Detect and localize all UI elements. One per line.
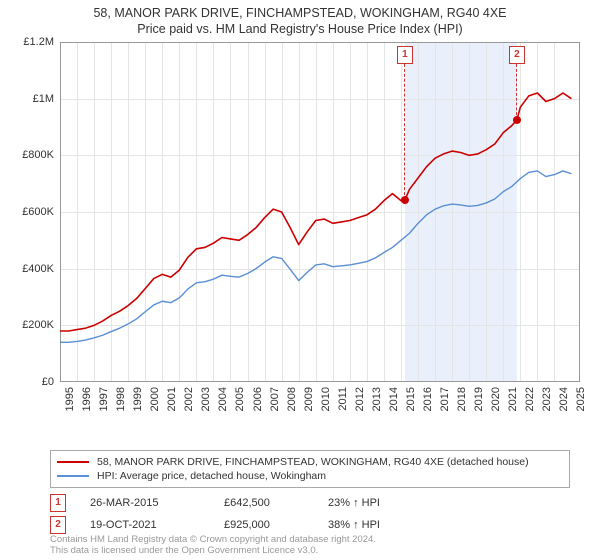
x-tick-label: 2015	[405, 387, 417, 411]
x-tick-label: 2005	[234, 387, 246, 411]
legend-label: 58, MANOR PARK DRIVE, FINCHAMPSTEAD, WOK…	[97, 456, 529, 468]
x-tick-label: 1998	[115, 387, 127, 411]
x-tick-label: 2001	[166, 387, 178, 411]
x-tick-label: 2016	[422, 387, 434, 411]
x-tick-label: 2012	[354, 387, 366, 411]
x-tick-label: 2021	[507, 387, 519, 411]
x-tick-label: 2010	[320, 387, 332, 411]
x-tick-label: 2003	[200, 387, 212, 411]
y-tick-label: £1M	[10, 93, 54, 105]
footnote-line-1: Contains HM Land Registry data © Crown c…	[50, 534, 376, 545]
x-tick-label: 2008	[286, 387, 298, 411]
sales-row-percent: 38% ↑ HPI	[328, 519, 418, 531]
legend-item: 58, MANOR PARK DRIVE, FINCHAMPSTEAD, WOK…	[57, 455, 563, 469]
sale-marker-label: 2	[509, 46, 525, 64]
title-main: 58, MANOR PARK DRIVE, FINCHAMPSTEAD, WOK…	[0, 6, 600, 22]
sales-row-date: 19-OCT-2021	[90, 519, 200, 531]
x-tick-label: 1995	[64, 387, 76, 411]
sale-marker-stick	[404, 64, 405, 200]
y-tick-label: £200K	[10, 319, 54, 331]
legend-swatch	[57, 475, 89, 477]
x-tick-label: 1999	[132, 387, 144, 411]
sales-table-row: 2 19-OCT-2021 £925,000 38% ↑ HPI	[50, 514, 418, 536]
sales-row-marker: 2	[50, 516, 66, 534]
x-tick-label: 2025	[575, 387, 587, 411]
sale-marker-dot	[513, 116, 521, 124]
sales-row-marker: 1	[50, 494, 66, 512]
x-tick-label: 2024	[558, 387, 570, 411]
sales-row-price: £925,000	[224, 519, 304, 531]
sale-marker-flag: 2	[509, 46, 525, 120]
x-tick-label: 2019	[473, 387, 485, 411]
y-tick-label: £1.2M	[10, 36, 54, 48]
x-tick-label: 2000	[149, 387, 161, 411]
x-tick-label: 2013	[371, 387, 383, 411]
x-tick-label: 1996	[81, 387, 93, 411]
y-tick-label: £400K	[10, 263, 54, 275]
legend: 58, MANOR PARK DRIVE, FINCHAMPSTEAD, WOK…	[50, 450, 570, 488]
x-tick-label: 2023	[541, 387, 553, 411]
x-tick-label: 2009	[303, 387, 315, 411]
line-series-svg	[60, 42, 580, 382]
x-tick-label: 2014	[388, 387, 400, 411]
legend-label: HPI: Average price, detached house, Woki…	[97, 470, 326, 482]
legend-item: HPI: Average price, detached house, Woki…	[57, 469, 563, 483]
x-tick-label: 2002	[183, 387, 195, 411]
sales-row-date: 26-MAR-2015	[90, 497, 200, 509]
x-tick-label: 2018	[456, 387, 468, 411]
series-line-property	[60, 93, 571, 331]
sale-marker-stick	[516, 64, 517, 120]
chart-titles: 58, MANOR PARK DRIVE, FINCHAMPSTEAD, WOK…	[0, 0, 600, 37]
x-tick-label: 2011	[337, 387, 349, 411]
sale-marker-label: 1	[397, 46, 413, 64]
x-tick-label: 2020	[490, 387, 502, 411]
series-line-hpi	[60, 171, 571, 342]
chart-root: 58, MANOR PARK DRIVE, FINCHAMPSTEAD, WOK…	[0, 0, 600, 560]
sales-table-row: 1 26-MAR-2015 £642,500 23% ↑ HPI	[50, 492, 418, 514]
sales-table: 1 26-MAR-2015 £642,500 23% ↑ HPI 2 19-OCT-202…	[50, 492, 418, 536]
title-sub: Price paid vs. HM Land Registry's House …	[0, 22, 600, 38]
x-tick-label: 1997	[98, 387, 110, 411]
footnote-line-2: This data is licensed under the Open Gov…	[50, 545, 376, 556]
sale-marker-dot	[401, 196, 409, 204]
chart-area: 12 £0£200K£400K£600K£800K£1M£1.2M 199519…	[10, 42, 590, 442]
sales-row-price: £642,500	[224, 497, 304, 509]
x-tick-label: 2007	[269, 387, 281, 411]
x-tick-label: 2017	[439, 387, 451, 411]
sales-row-percent: 23% ↑ HPI	[328, 497, 418, 509]
y-tick-label: £600K	[10, 206, 54, 218]
y-tick-label: £800K	[10, 149, 54, 161]
x-tick-label: 2004	[217, 387, 229, 411]
x-tick-label: 2006	[252, 387, 264, 411]
y-tick-label: £0	[10, 376, 54, 388]
x-tick-label: 2022	[524, 387, 536, 411]
footnote: Contains HM Land Registry data © Crown c…	[50, 534, 376, 557]
legend-swatch	[57, 461, 89, 463]
sale-marker-flag: 1	[397, 46, 413, 200]
